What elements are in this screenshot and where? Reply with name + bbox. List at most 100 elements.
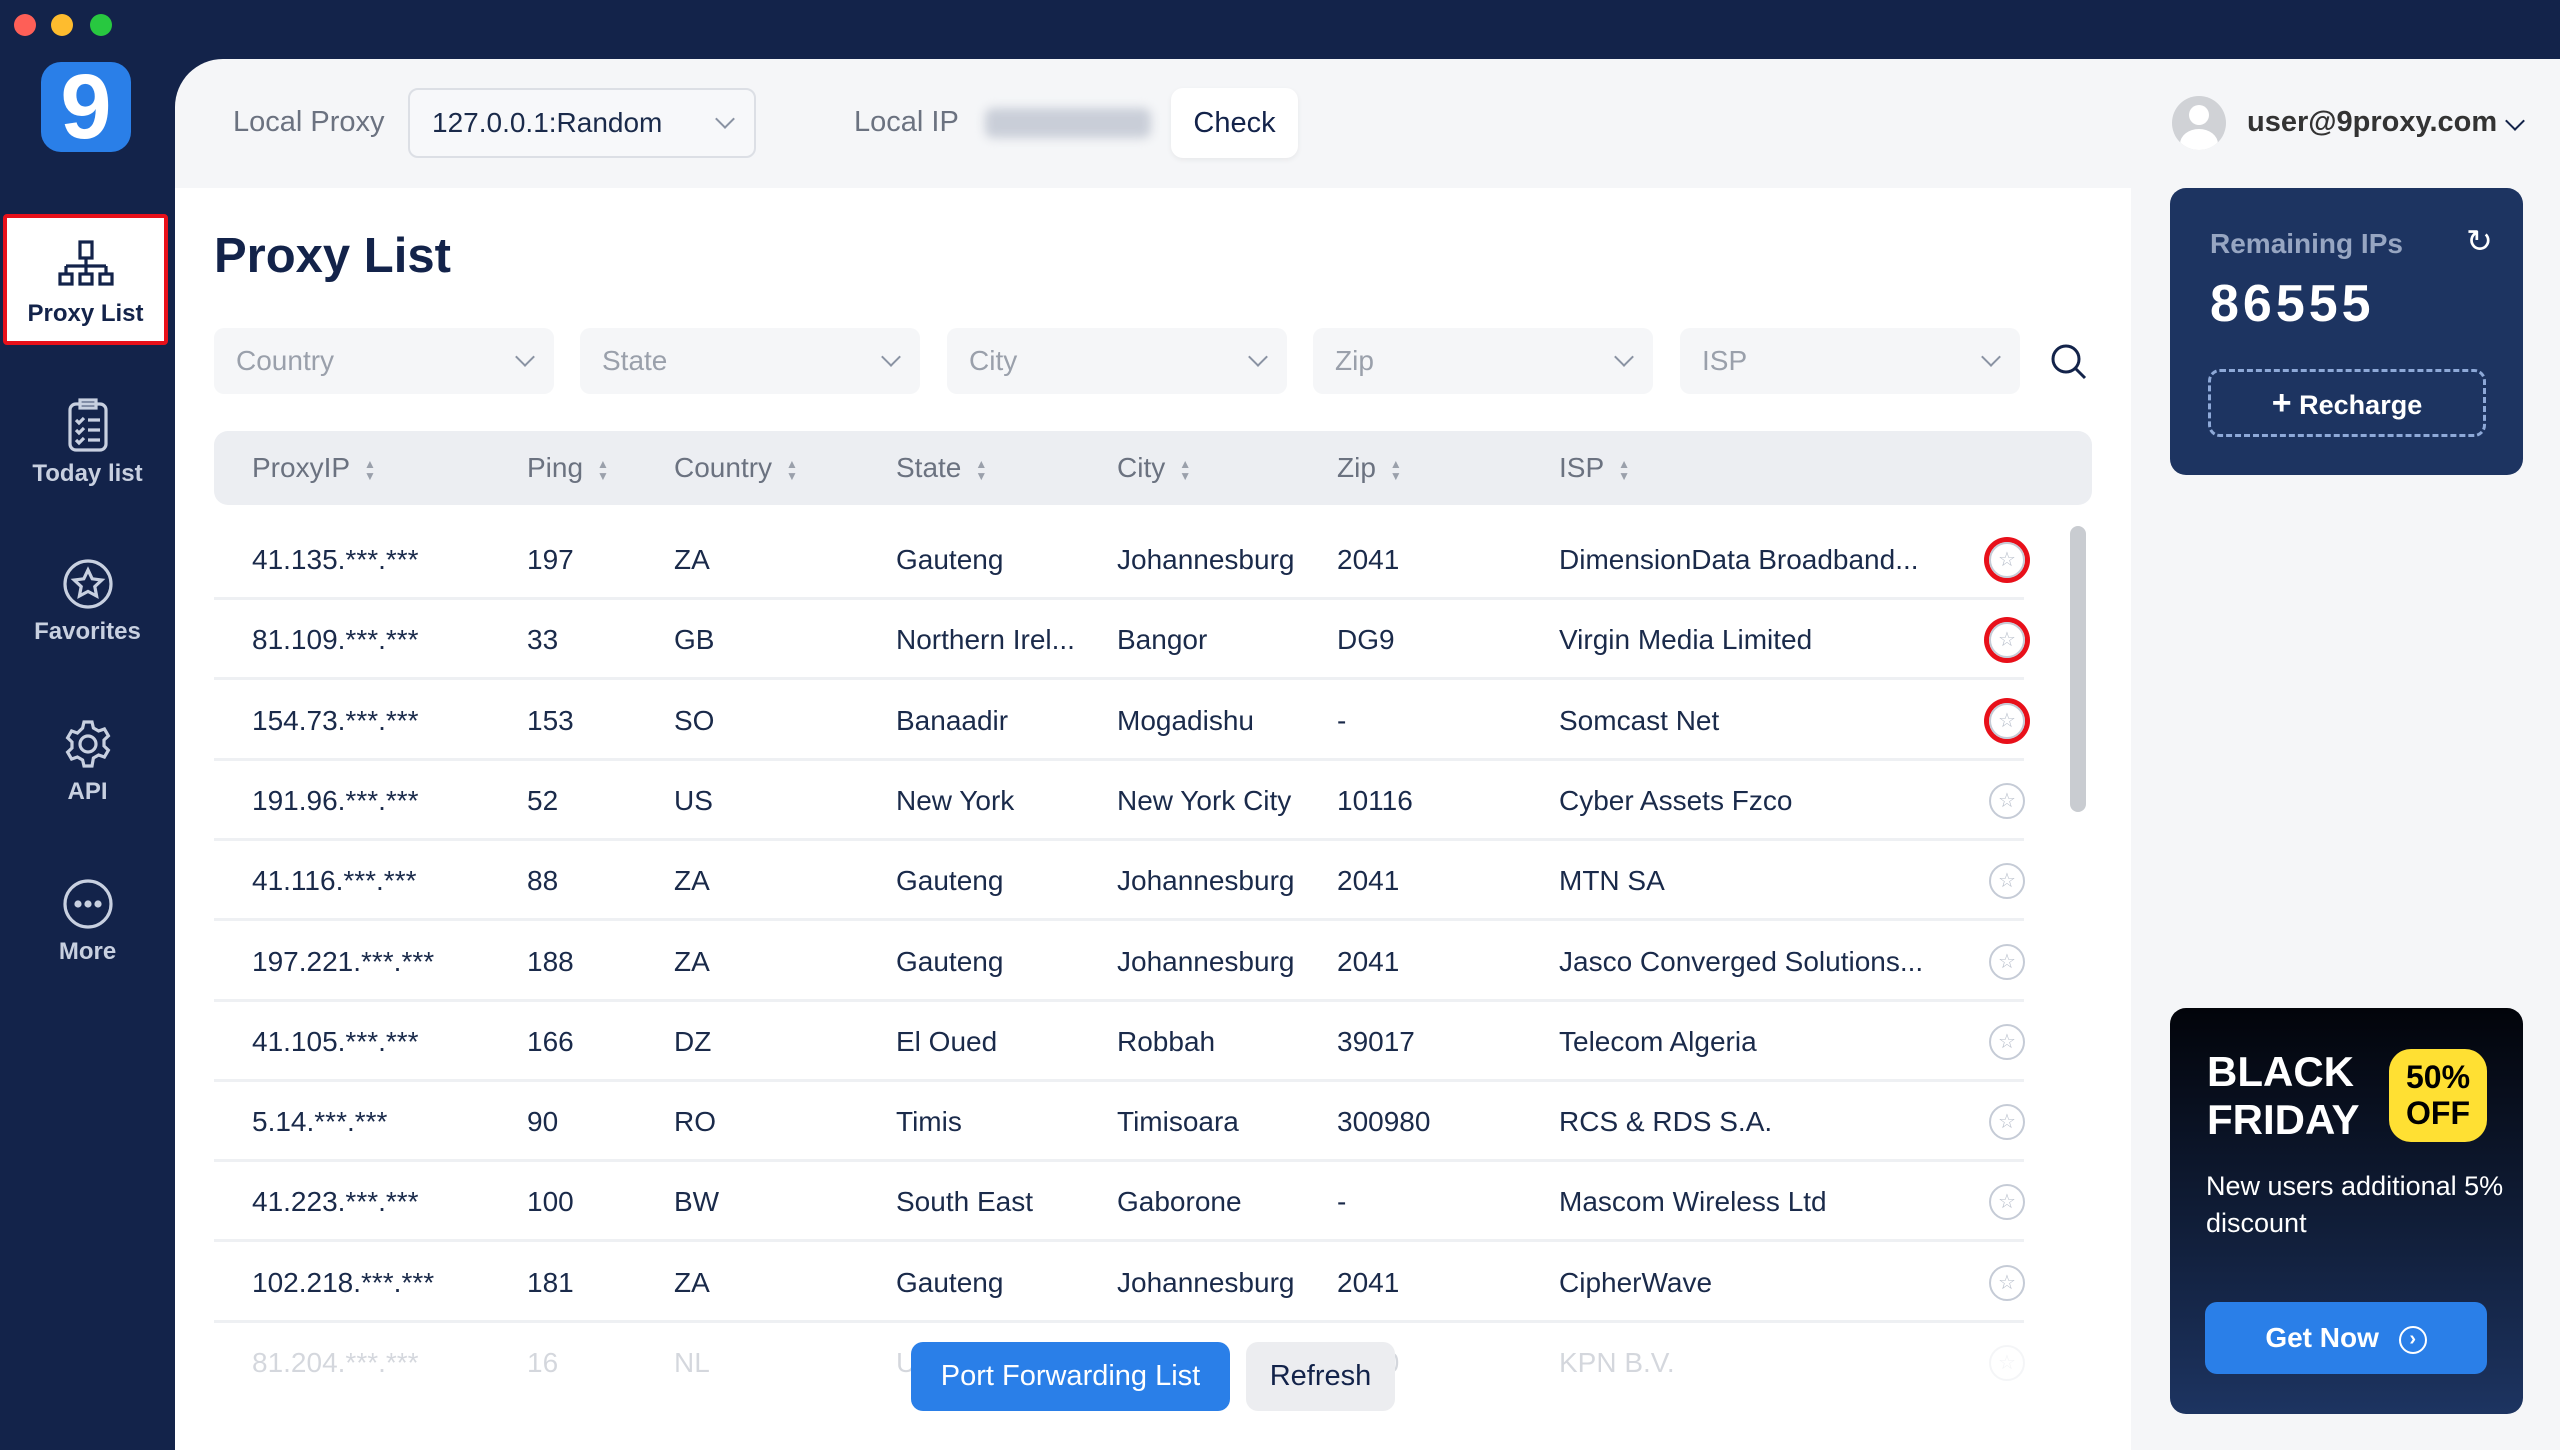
cell-state: Northern Irel... — [896, 624, 1075, 656]
favorite-star-icon[interactable]: ☆ — [1989, 622, 2025, 659]
column-label: Country — [674, 452, 773, 483]
favorite-star-icon[interactable]: ☆ — [1989, 1023, 2025, 1060]
refresh-icon[interactable]: ↻ — [2466, 223, 2493, 259]
filter-state-select[interactable]: State — [580, 328, 920, 394]
favorite-star-icon[interactable]: ☆ — [1989, 1345, 2025, 1381]
cell-ping: 88 — [527, 865, 559, 897]
favorite-star-icon[interactable]: ☆ — [1989, 782, 2025, 819]
cell-isp: CipherWave — [1559, 1266, 1713, 1298]
cell-proxyip: 41.135.***.*** — [252, 544, 419, 575]
badge-line1: 50% — [2405, 1059, 2471, 1095]
cell-zip: DG9 — [1337, 624, 1395, 656]
cell-zip: - — [1337, 704, 1347, 736]
cell-zip: 2041 — [1337, 1266, 1400, 1298]
get-now-button[interactable]: Get Now › — [2205, 1302, 2487, 1374]
sort-icon: ▲ ▼ — [1618, 456, 1631, 483]
local-proxy-select[interactable]: 127.0.0.1:Random — [408, 88, 756, 158]
chevron-down-icon — [1614, 347, 1634, 367]
filter-placeholder: ISP — [1702, 345, 1748, 376]
favorite-star-icon[interactable]: ☆ — [1989, 542, 2025, 578]
table-row[interactable]: 154.73.***.*** 153 SO Banaadir Mogadishu - Som… — [214, 681, 2025, 761]
check-button[interactable]: Check — [1171, 88, 1298, 158]
maximize-window-button[interactable] — [90, 14, 112, 36]
column-label: Ping — [527, 452, 584, 483]
refresh-button[interactable]: Refresh — [1246, 1342, 1395, 1411]
cell-proxyip: 5.14.***.*** — [252, 1106, 388, 1138]
sidebar-item-label: Today list — [32, 460, 143, 487]
port-forwarding-list-button[interactable]: Port Forwarding List — [911, 1342, 1230, 1411]
cell-country: RO — [674, 1106, 716, 1138]
user-email[interactable]: user@9proxy.com — [2247, 106, 2498, 138]
sort-icon: ▲ ▼ — [1389, 456, 1402, 483]
minimize-window-button[interactable] — [51, 14, 73, 36]
cell-proxyip: 41.105.***.*** — [252, 1025, 419, 1057]
column-header-state[interactable]: State ▲ ▼ — [896, 431, 987, 505]
remaining-ips-value: 86555 — [2210, 275, 2375, 333]
sidebar-item-label: More — [58, 938, 117, 965]
table-row[interactable]: 41.116.***.*** 88 ZA Gauteng Johannesburg 204… — [214, 841, 2025, 922]
cell-city: Timisoara — [1117, 1106, 1239, 1138]
table-row[interactable]: 102.218.***.*** 181 ZA Gauteng Johannesburg 2… — [214, 1243, 2025, 1323]
favorite-star-icon[interactable]: ☆ — [1989, 1264, 2025, 1301]
cell-isp: KPN B.V. — [1559, 1347, 1675, 1378]
column-header-ping[interactable]: Ping ▲ ▼ — [527, 431, 609, 505]
cell-isp: MTN SA — [1559, 865, 1665, 897]
table-row[interactable]: 197.221.***.*** 188 ZA Gauteng Johannesburg 2… — [214, 922, 2025, 1002]
cell-ping: 188 — [527, 945, 574, 977]
column-header-country[interactable]: Country ▲ ▼ — [674, 431, 798, 505]
column-label: ProxyIP — [252, 452, 351, 483]
cell-city: Robbah — [1117, 1025, 1216, 1057]
sidebar-item-api[interactable]: API — [0, 718, 175, 806]
cell-proxyip: 197.221.***.*** — [252, 945, 435, 977]
table-row[interactable]: 191.96.***.*** 52 US New York New York City 1… — [214, 761, 2025, 841]
scrollbar[interactable] — [2070, 526, 2086, 812]
sidebar-item-label: Proxy List — [27, 300, 144, 327]
cell-country: ZA — [674, 945, 710, 977]
filter-isp-select[interactable]: ISP — [1680, 328, 2020, 394]
sidebar-item-today-list[interactable]: Today list — [0, 398, 175, 488]
favorite-star-icon[interactable]: ☆ — [1989, 1104, 2025, 1141]
cell-isp: Jasco Converged Solutions... — [1559, 945, 1924, 977]
cell-ping: 153 — [527, 704, 574, 736]
table-row[interactable]: 81.109.***.*** 33 GB Northern Irel... Bangor… — [214, 600, 2025, 681]
cell-city: Johannesburg — [1117, 544, 1295, 575]
table-row[interactable]: 41.105.***.*** 166 DZ El Oued Robbah 39017 Tel… — [214, 1002, 2025, 1082]
column-header-zip[interactable]: Zip ▲ ▼ — [1337, 431, 1402, 505]
cell-country: NL — [674, 1347, 710, 1378]
cell-state: Gauteng — [896, 544, 1004, 575]
cell-city: Gaborone — [1117, 1186, 1242, 1218]
avatar[interactable] — [2172, 96, 2226, 150]
column-label: City — [1117, 452, 1166, 483]
close-window-button[interactable] — [14, 14, 36, 36]
column-header-city[interactable]: City ▲ ▼ — [1117, 431, 1191, 505]
cell-city: Johannesburg — [1117, 1266, 1295, 1298]
recharge-button[interactable]: + Recharge — [2208, 369, 2486, 437]
favorite-star-icon[interactable]: ☆ — [1989, 1184, 2025, 1221]
filter-country-select[interactable]: Country — [214, 328, 554, 394]
column-header-proxyip[interactable]: ProxyIP ▲ ▼ — [252, 431, 376, 505]
favorite-star-icon[interactable]: ☆ — [1989, 863, 2025, 900]
filter-zip-select[interactable]: Zip — [1313, 328, 1653, 394]
favorite-star-icon[interactable]: ☆ — [1989, 943, 2025, 980]
column-header-isp[interactable]: ISP ▲ ▼ — [1559, 431, 1630, 505]
table-row[interactable]: 41.135.***.*** 197 ZA Gauteng Johannesburg 20… — [214, 520, 2025, 600]
cell-zip: - — [1337, 1186, 1347, 1218]
sidebar-item-proxy-list[interactable]: Proxy List — [3, 214, 168, 345]
cell-state: New York — [896, 784, 1015, 816]
cell-isp: Mascom Wireless Ltd — [1559, 1186, 1827, 1218]
cell-proxyip: 41.223.***.*** — [252, 1186, 419, 1218]
sidebar-item-more[interactable]: More — [0, 878, 175, 966]
table-row[interactable]: 5.14.***.*** 90 RO Timis Timisoara 300980 RCS … — [214, 1082, 2025, 1163]
cell-ping: 16 — [527, 1347, 559, 1378]
chevron-down-icon — [715, 109, 735, 129]
cell-ping: 166 — [527, 1025, 574, 1057]
filter-city-select[interactable]: City — [947, 328, 1287, 394]
favorite-star-icon[interactable]: ☆ — [1989, 702, 2025, 739]
search-icon[interactable] — [2050, 343, 2088, 381]
table-row[interactable]: 41.223.***.*** 100 BW South East Gaborone - Ma… — [214, 1162, 2025, 1243]
sidebar-item-favorites[interactable]: Favorites — [0, 558, 175, 646]
cell-state: Gauteng — [896, 1266, 1004, 1298]
cell-country: DZ — [674, 1025, 712, 1057]
cell-proxyip: 102.218.***.*** — [252, 1266, 435, 1298]
cell-proxyip: 41.116.***.*** — [252, 865, 417, 897]
